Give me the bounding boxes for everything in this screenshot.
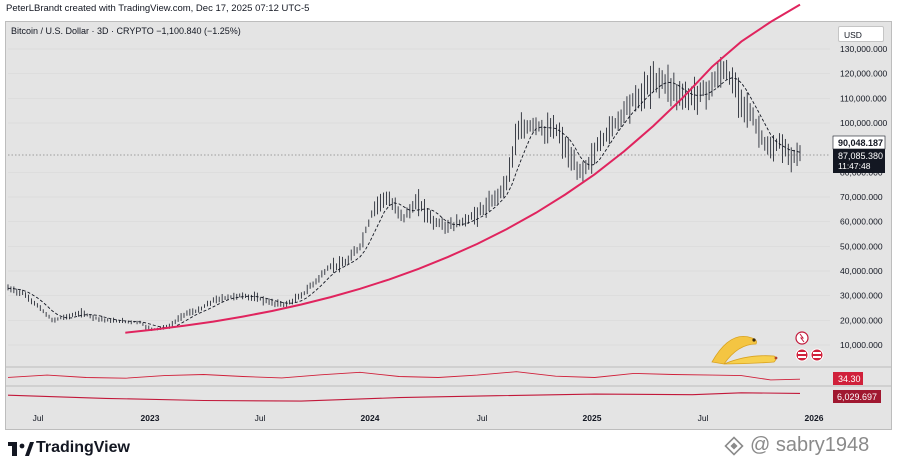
time-tick-label: Jul	[477, 413, 488, 423]
price-tick-label: 30,000.000	[840, 291, 883, 301]
last-price-tag: 87,085.380 11:47:48	[833, 149, 885, 173]
price-axis: 130,000.000 120,000.000 110,000.000 100,000…	[840, 44, 888, 350]
price-tick-label: 50,000.000	[840, 241, 883, 251]
tradingview-logo-icon	[8, 442, 34, 456]
last-price-value: 87,085.380	[838, 151, 883, 161]
time-tick-label: 2024	[361, 413, 380, 423]
watermark-text: @ sabry1948	[750, 434, 870, 456]
price-tick-label: 100,000.000	[840, 118, 888, 128]
price-tick-label: 20,000.000	[840, 315, 883, 325]
time-tick-label: 2026	[805, 413, 824, 423]
high-price-tag: 90,048.187	[832, 135, 886, 150]
time-tick-label: 2025	[583, 413, 602, 423]
chart-author-header: PeterLBrandt created with TradingView.co…	[6, 3, 310, 14]
watermark: @ sabry1948	[724, 434, 869, 457]
price-tick-label: 40,000.000	[840, 266, 883, 276]
time-tick-label: Jul	[33, 413, 44, 423]
rsi-value-tag: 34.30	[833, 372, 863, 385]
currency-selector[interactable]: USD	[838, 26, 884, 42]
price-moving-average-line	[7, 77, 801, 329]
flag-badge-icon[interactable]	[795, 331, 824, 362]
price-tick-label: 60,000.000	[840, 217, 883, 227]
rsi-line	[7, 371, 801, 381]
power-law-curve	[125, 3, 801, 334]
volume-indicator-line	[7, 392, 801, 402]
high-price-value: 90,048.187	[838, 138, 883, 148]
rsi-value: 34.30	[838, 374, 861, 384]
bar-countdown: 11:47:48	[838, 161, 871, 171]
footer	[0, 432, 900, 470]
tradingview-brand: TradingView	[36, 439, 130, 456]
time-tick-label: Jul	[698, 413, 709, 423]
price-tick-label: 120,000.000	[840, 69, 888, 79]
price-tick-label: 110,000.000	[840, 93, 887, 103]
price-tick-label: 10,000.000	[840, 340, 883, 350]
time-axis: Jul 2023 Jul 2024 Jul 2025 Jul 2026	[33, 413, 824, 423]
time-tick-label: Jul	[255, 413, 266, 423]
time-tick-label: 2023	[141, 413, 160, 423]
banana-icon	[711, 336, 778, 365]
volume-value-tag: 6,029.697	[833, 390, 881, 403]
symbol-title: Bitcoin / U.S. Dollar · 3D · CRYPTO −1,1…	[11, 26, 241, 36]
volume-value: 6,029.697	[837, 392, 877, 402]
watermark-logo-icon	[724, 435, 744, 456]
price-tick-label: 70,000.000	[840, 192, 883, 202]
price-tick-label: 130,000.000	[840, 44, 888, 54]
price-bars	[7, 56, 801, 331]
